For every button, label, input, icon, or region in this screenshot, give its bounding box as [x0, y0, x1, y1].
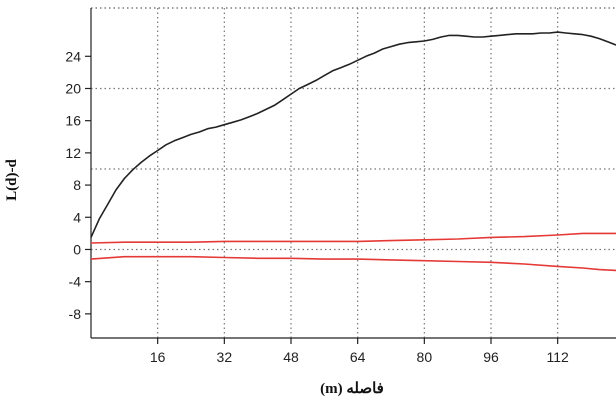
- x-tick-label: 96: [483, 349, 499, 365]
- x-tick-label: 16: [150, 349, 166, 365]
- x-tick-label: 80: [417, 349, 433, 365]
- series-line-1: [90, 31, 616, 238]
- x-axis-label: فاصله (m): [320, 381, 384, 397]
- y-tick-label: 24: [65, 48, 81, 64]
- x-tick-label: 64: [350, 349, 366, 365]
- y-tick-label: 20: [65, 80, 81, 96]
- y-tick-label: 4: [73, 209, 81, 225]
- series-line-3: [90, 255, 616, 272]
- y-tick-label: 8: [73, 177, 81, 193]
- y-tick-label: -4: [69, 274, 82, 290]
- y-tick-label: 12: [65, 145, 81, 161]
- y-tick-label: -8: [69, 306, 82, 322]
- y-axis-label: L(d)-d: [4, 159, 20, 201]
- y-tick-label: 0: [73, 241, 81, 257]
- grid: [91, 7, 616, 338]
- x-tick-label: 32: [217, 349, 233, 365]
- x-tick-label: 48: [283, 349, 299, 365]
- x-tick-label: 112: [547, 349, 570, 365]
- axes: [85, 8, 616, 344]
- series-group: [90, 31, 616, 272]
- series-line-2: [90, 232, 616, 244]
- y-tick-label: 16: [65, 113, 81, 129]
